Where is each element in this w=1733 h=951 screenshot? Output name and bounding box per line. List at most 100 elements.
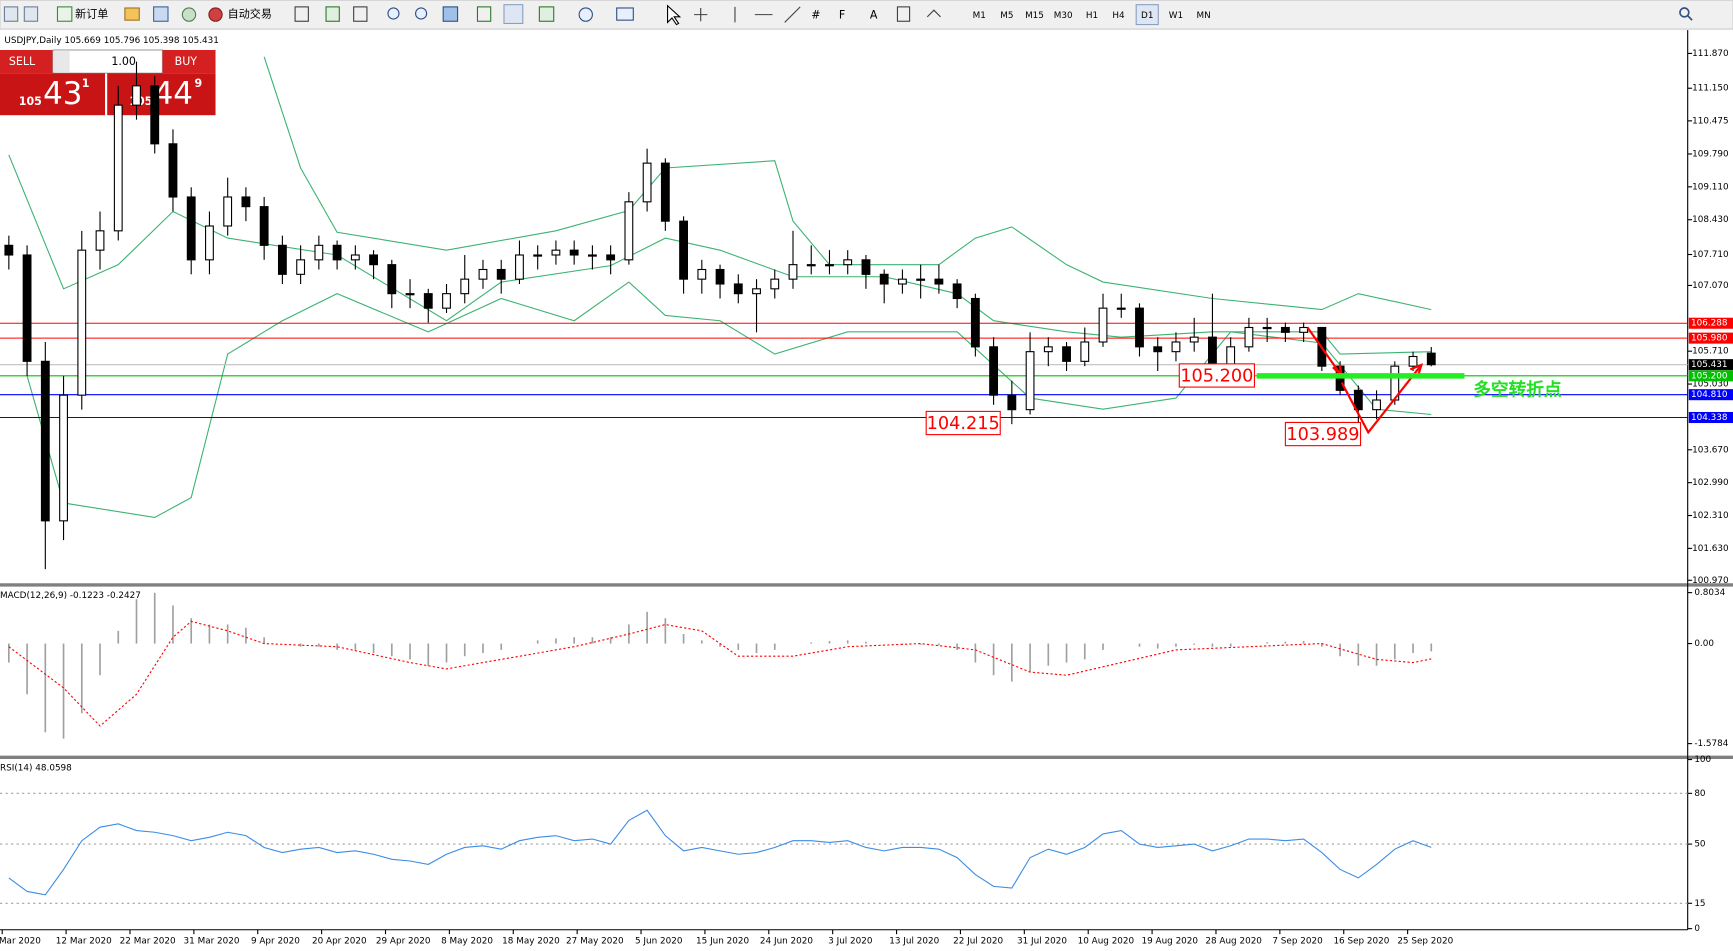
x-tick-label: 5 Jun 2020 (635, 936, 683, 946)
candle-body (1135, 307, 1144, 348)
price-level-tag (1688, 332, 1733, 344)
bid-box[interactable] (0, 73, 105, 116)
candle-body (606, 254, 616, 261)
icon[interactable] (616, 7, 634, 21)
icon[interactable]: F (839, 9, 845, 22)
x-tick-label: 28 Aug 2020 (1205, 936, 1262, 946)
icon[interactable] (578, 7, 593, 22)
icon[interactable] (353, 6, 368, 22)
candle-body (679, 220, 689, 280)
candle-body (715, 268, 725, 285)
ask-box[interactable] (107, 73, 216, 116)
icon[interactable] (476, 6, 492, 22)
timeframe-button[interactable]: W1 (1169, 11, 1183, 21)
icon[interactable] (153, 6, 169, 22)
icon[interactable] (56, 6, 73, 22)
timeframe-button[interactable]: H1 (1086, 11, 1098, 21)
auto-trading-button[interactable]: 自动交易 (228, 7, 272, 21)
candle-body (405, 293, 415, 296)
x-tick-label: 10 Aug 2020 (1078, 936, 1135, 946)
candle-body (515, 254, 524, 280)
icon[interactable] (896, 6, 911, 22)
sell-label[interactable]: SELL (9, 55, 36, 68)
candle-body (1372, 399, 1381, 411)
x-tick-label: 22 Mar 2020 (120, 936, 176, 946)
candle-body (770, 278, 780, 290)
price-level-label: 105.431 (1691, 360, 1728, 370)
icon[interactable] (784, 6, 801, 23)
indicator-name: RSI(14) (0, 763, 32, 773)
y-tick-label: 50 (1694, 840, 1706, 850)
candle-body (77, 249, 87, 396)
timeframe-button[interactable]: M30 (1054, 11, 1073, 21)
search-icon[interactable] (1687, 15, 1693, 21)
icon[interactable] (538, 6, 555, 22)
x-tick-label: 15 Jun 2020 (696, 936, 749, 946)
y-tick-label: 102.990 (1692, 478, 1729, 488)
icon[interactable] (208, 7, 223, 22)
icon[interactable]: A (870, 9, 878, 22)
x-tick-label: 22 Jul 2020 (953, 936, 1003, 946)
timeframe-button[interactable]: MN (1196, 11, 1210, 21)
price-level-label: 105.980 (1691, 334, 1728, 344)
icon[interactable] (294, 6, 309, 22)
y-tick-label: 111.150 (1692, 84, 1729, 94)
y-tick-label: 110.475 (1692, 116, 1729, 126)
candle-body (569, 249, 579, 256)
candle-body (1043, 346, 1053, 353)
one-click-trading-panel: SELL 1.00 BUY 105 43 1 105 44 9 (0, 49, 216, 116)
icon[interactable]: # (811, 9, 820, 22)
candle-body (551, 249, 561, 256)
timeframe-button[interactable]: H4 (1112, 11, 1125, 21)
y-tick-label: 100.970 (1692, 576, 1729, 586)
candle-body (223, 196, 233, 227)
y-tick-label: 105.030 (1692, 380, 1729, 390)
y-tick-label: 102.310 (1692, 511, 1729, 521)
icon[interactable] (503, 4, 524, 25)
y-tick-label: 111.870 (1692, 49, 1729, 59)
candle-body (1171, 341, 1181, 353)
icon[interactable] (415, 7, 428, 20)
timeframe-button[interactable]: M15 (1025, 11, 1044, 21)
x-tick-label: 3 Jul 2020 (828, 936, 873, 946)
candle-body (150, 85, 160, 145)
candle-body (387, 264, 397, 295)
lots-spinner[interactable] (53, 51, 70, 73)
y-tick-label: 100 (1694, 755, 1711, 765)
buy-label[interactable]: BUY (175, 55, 198, 68)
candle-body (59, 394, 68, 522)
lots-value[interactable]: 1.00 (111, 55, 136, 68)
icon[interactable] (181, 7, 197, 22)
icon[interactable] (23, 6, 39, 22)
icon[interactable] (694, 7, 708, 22)
icon[interactable] (3, 6, 19, 22)
price-level-label: 104.338 (1691, 413, 1728, 423)
icon[interactable] (442, 6, 459, 22)
icon[interactable] (124, 7, 140, 21)
candle-body (733, 283, 743, 295)
candle-body (1280, 326, 1290, 333)
candle-body (843, 259, 853, 266)
ohlc-value: 105.398 (143, 36, 180, 46)
y-tick-label: 109.110 (1692, 182, 1729, 192)
timeframe-button[interactable]: M1 (973, 11, 986, 21)
ohlc-value: 105.669 (64, 36, 101, 46)
icon[interactable] (387, 7, 400, 20)
x-tick-label: 16 Sep 2020 (1333, 936, 1389, 946)
sell-button[interactable] (0, 49, 54, 74)
buy-button[interactable] (162, 49, 216, 74)
icon[interactable] (325, 6, 340, 22)
search-icon[interactable] (1679, 7, 1690, 18)
timeframe-button[interactable]: M5 (1000, 11, 1013, 21)
candle-body (897, 278, 907, 285)
new-order-button[interactable]: 新订单 (75, 7, 108, 21)
candle-body (624, 201, 634, 261)
candle-body (314, 244, 324, 261)
ohlc-value: 105.796 (104, 36, 141, 46)
icon[interactable] (926, 9, 941, 18)
timeframe-button[interactable]: D1 (1141, 11, 1153, 21)
candle-body (442, 293, 451, 309)
icon[interactable] (667, 4, 682, 26)
candle-body (168, 143, 178, 198)
